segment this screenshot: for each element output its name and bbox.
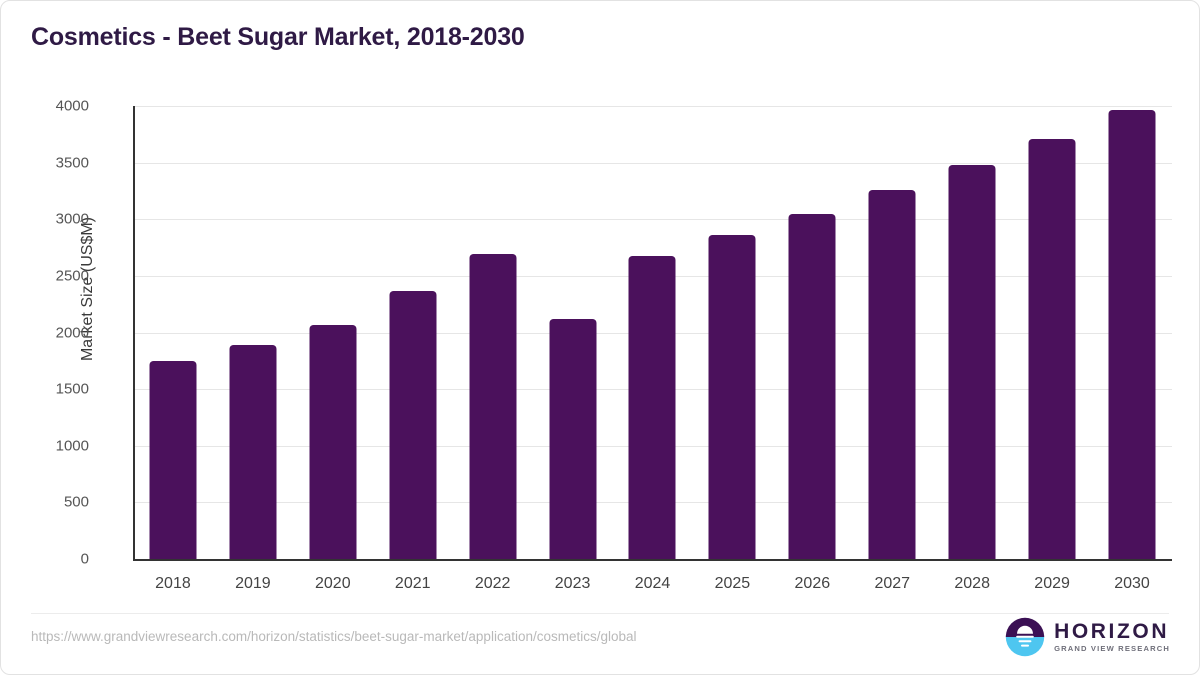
bar-category-slot: 2019 <box>213 106 293 592</box>
bar-category-slot: 2027 <box>852 106 932 592</box>
bar[interactable] <box>149 360 197 559</box>
y-tick-label: 3500 <box>55 154 89 172</box>
y-tick-label: 2000 <box>55 324 89 341</box>
source-url[interactable]: https://www.grandviewresearch.com/horizo… <box>31 629 637 644</box>
bar-category-slot: 2025 <box>692 106 772 592</box>
footer-divider <box>31 613 1169 614</box>
x-tick-label: 2028 <box>954 575 990 592</box>
chart-title: Cosmetics - Beet Sugar Market, 2018-2030 <box>31 23 525 51</box>
bar-series: 2018 2019 2020 2021 2022 2023 2024 2025 2026 2027… <box>133 106 1172 592</box>
x-tick-label: 2020 <box>315 575 351 592</box>
bar[interactable] <box>229 344 277 559</box>
horizon-logo[interactable]: HORIZON GRAND VIEW RESEARCH <box>1005 617 1170 657</box>
x-tick-label: 2023 <box>554 575 591 592</box>
y-tick-label: 4000 <box>55 97 89 115</box>
bar-category-slot: 2020 <box>293 106 373 592</box>
gridline <box>133 219 1172 221</box>
x-tick-label: 2024 <box>634 575 671 592</box>
brand-tagline: GRAND VIEW RESEARCH <box>1054 644 1170 654</box>
horizon-sun-circle-icon <box>1005 617 1045 657</box>
x-tick-label: 2030 <box>1114 575 1150 592</box>
gridline <box>133 106 1172 107</box>
x-tick-label: 2025 <box>714 575 751 592</box>
y-tick-label: 500 <box>63 493 89 511</box>
bar[interactable] <box>948 165 996 559</box>
bar[interactable] <box>469 254 517 559</box>
bar-category-slot: 2028 <box>932 106 1012 592</box>
bar[interactable] <box>1108 109 1156 559</box>
bar[interactable] <box>389 291 437 559</box>
x-tick-label: 2027 <box>874 575 911 592</box>
bar-category-slot: 2022 <box>453 106 533 592</box>
x-tick-label: 2019 <box>235 575 271 592</box>
gridline <box>133 162 1172 164</box>
x-tick-label: 2021 <box>394 575 431 592</box>
y-tick-label: 1500 <box>55 380 89 398</box>
y-tick-label: 3000 <box>55 210 89 228</box>
bar-category-slot: 2021 <box>373 106 453 592</box>
bar-category-slot: 2023 <box>533 106 613 592</box>
x-tick-label: 2018 <box>155 575 191 592</box>
y-tick-label: 0 <box>80 550 89 568</box>
x-axis-baseline <box>133 559 1172 561</box>
brand-text-block: HORIZON GRAND VIEW RESEARCH <box>1054 621 1170 653</box>
x-tick-label: 2029 <box>1034 575 1070 592</box>
bar[interactable] <box>1028 138 1076 559</box>
y-tick-label: 2500 <box>55 267 89 285</box>
bar[interactable] <box>549 319 597 559</box>
x-tick-label: 2022 <box>474 575 511 592</box>
bar-category-slot: 2026 <box>772 106 852 592</box>
bar[interactable] <box>788 213 836 559</box>
y-tick-label: 1000 <box>55 437 89 455</box>
bar-category-slot: 2029 <box>1012 106 1092 592</box>
bar-category-slot: 2030 <box>1092 106 1172 592</box>
bar-category-slot: 2018 <box>133 106 213 592</box>
bar-category-slot: 2024 <box>613 106 693 592</box>
bar[interactable] <box>868 190 916 559</box>
bar[interactable] <box>708 234 756 559</box>
bar[interactable] <box>309 324 357 559</box>
x-tick-label: 2026 <box>794 575 831 592</box>
y-axis-line <box>133 106 135 560</box>
bar[interactable] <box>628 255 676 559</box>
brand-name: HORIZON <box>1054 620 1170 644</box>
